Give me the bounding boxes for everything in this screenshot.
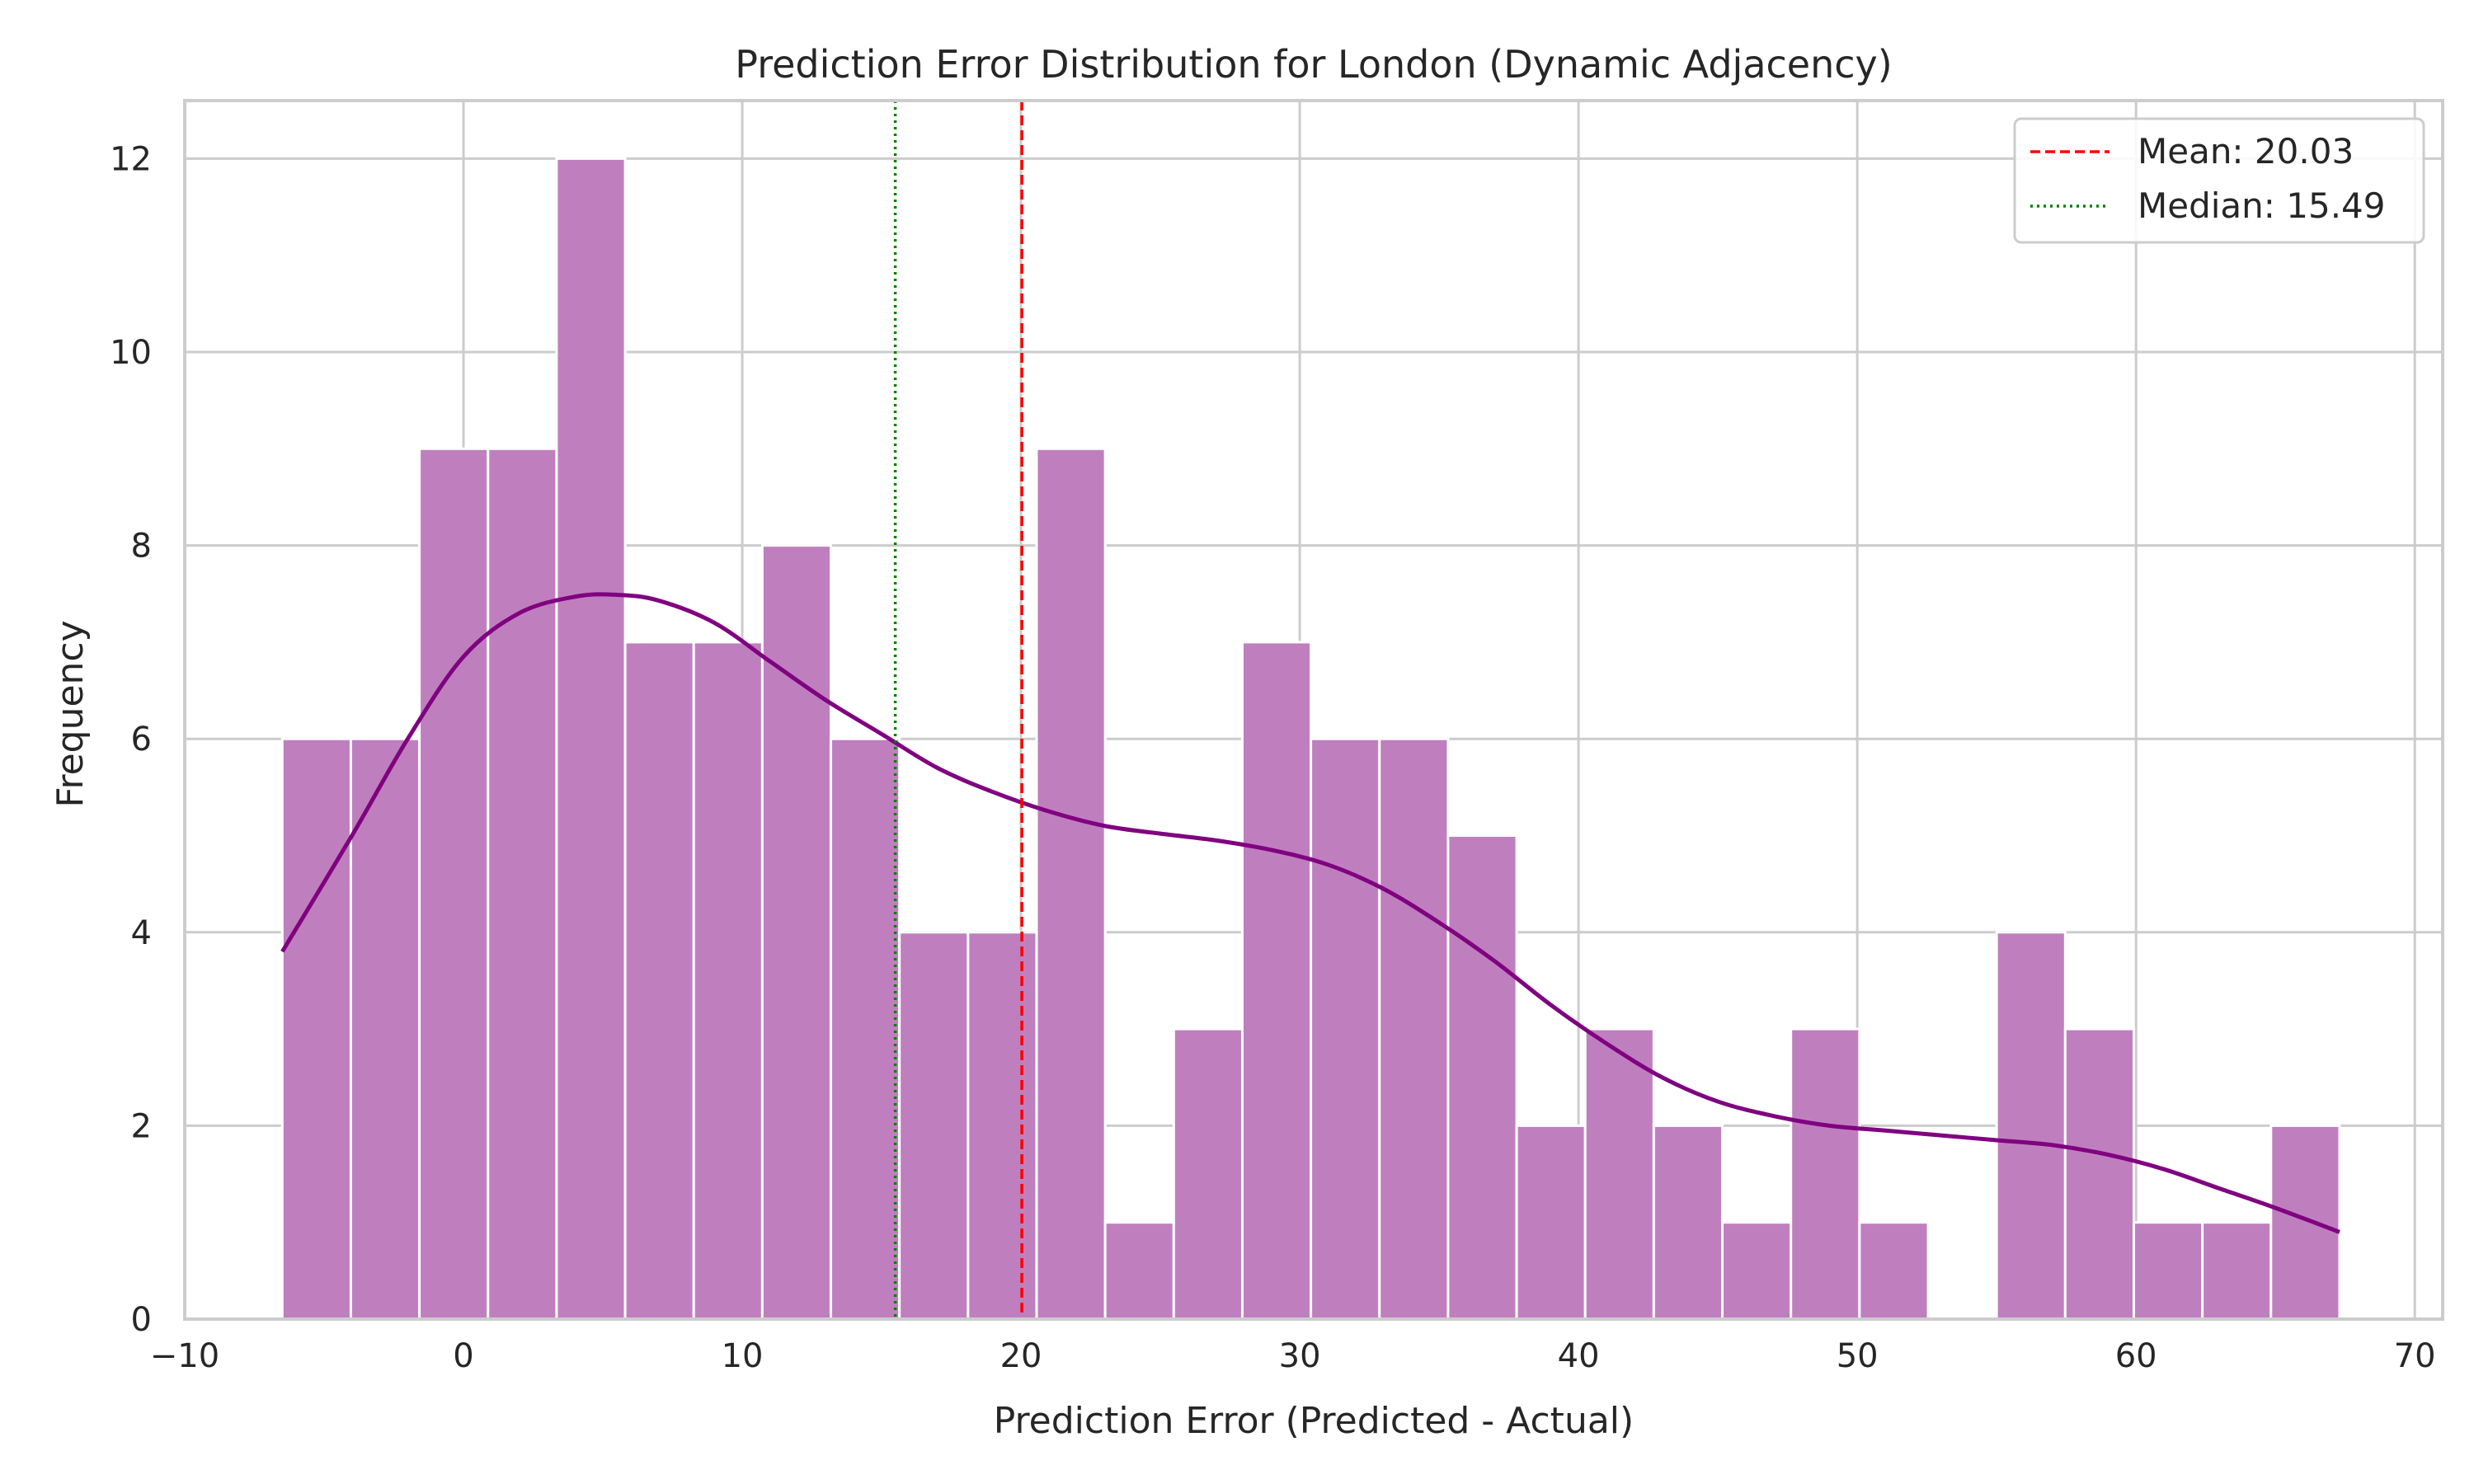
x-tick-label: 20	[1000, 1337, 1042, 1375]
y-tick-label: 10	[110, 334, 152, 372]
histogram-bar	[1035, 447, 1107, 1321]
chart-title: Prediction Error Distribution for London…	[735, 42, 1892, 87]
x-axis-label: Prediction Error (Predicted - Actual)	[994, 1400, 1634, 1442]
histogram-bar	[2063, 1027, 2135, 1321]
histogram-bar	[2269, 1124, 2341, 1321]
histogram-bar	[692, 641, 764, 1321]
histogram-bar	[1583, 1027, 1655, 1321]
legend-median-label: Median: 15.49	[2138, 186, 2386, 226]
legend-box	[2013, 117, 2425, 244]
histogram-bar	[1721, 1221, 1793, 1321]
plot-frame	[183, 99, 2444, 1321]
histogram-bar	[760, 544, 833, 1321]
histogram-bar	[1446, 834, 1518, 1321]
histogram-bar	[1172, 1027, 1244, 1321]
histogram-bar	[487, 447, 558, 1321]
y-tick-label: 6	[131, 721, 152, 758]
histogram-bar	[1858, 1221, 1930, 1321]
histogram-bar	[1790, 1027, 1861, 1321]
histogram-bar	[898, 931, 970, 1321]
histogram-bar	[1378, 737, 1450, 1321]
histogram-bar	[2201, 1221, 2273, 1321]
legend: Mean: 20.03 Median: 15.49	[2013, 117, 2425, 244]
histogram-bar	[967, 931, 1038, 1321]
kde-curve	[280, 592, 2340, 1234]
legend-mean-label: Mean: 20.03	[2138, 131, 2354, 171]
x-tick-label: 60	[2115, 1337, 2157, 1375]
y-tick-label: 4	[131, 914, 152, 952]
histogram-bar	[555, 157, 627, 1321]
x-tick-label: 70	[2394, 1337, 2436, 1375]
y-tick-labels: 0 2 4 6 8 10 12	[110, 140, 152, 1339]
x-tick-label: −10	[150, 1337, 219, 1375]
histogram-bar	[349, 737, 421, 1321]
y-tick-label: 2	[131, 1107, 152, 1145]
histogram-bar	[1995, 931, 2067, 1321]
histogram-bar	[830, 737, 901, 1321]
x-tick-label: 40	[1558, 1337, 1600, 1375]
histogram-bar	[418, 447, 490, 1321]
histogram-bar	[623, 641, 695, 1321]
y-tick-label: 0	[131, 1301, 152, 1339]
y-axis-label: Frequency	[49, 620, 92, 807]
histogram-bars	[280, 157, 2341, 1321]
x-tick-label: 30	[1279, 1337, 1321, 1375]
histogram-bar	[280, 737, 352, 1321]
histogram-bar	[2132, 1221, 2204, 1321]
histogram-bar	[1103, 1221, 1175, 1321]
kde-curve-layer	[280, 592, 2340, 1234]
x-tick-labels: −10 0 10 20 30 40 50 60 70	[150, 1337, 2436, 1375]
x-tick-label: 0	[453, 1337, 473, 1375]
y-tick-label: 8	[131, 528, 152, 566]
histogram-bar	[1652, 1124, 1724, 1321]
x-tick-label: 50	[1837, 1337, 1879, 1375]
histogram-bar	[1515, 1124, 1587, 1321]
x-tick-label: 10	[722, 1337, 764, 1375]
histogram-bar	[1240, 641, 1313, 1321]
histogram-bar	[1310, 737, 1381, 1321]
y-tick-label: 12	[110, 140, 152, 178]
reference-lines	[893, 101, 1023, 1319]
